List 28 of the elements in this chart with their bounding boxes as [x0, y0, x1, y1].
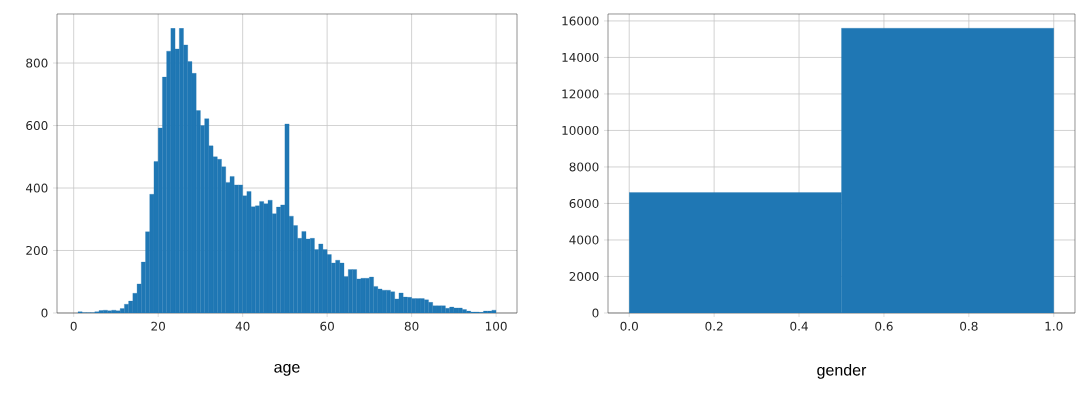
y-tick-label: 0 — [592, 308, 599, 318]
x-tick-label: 40 — [235, 321, 250, 331]
x-tick-label: 0 — [70, 321, 77, 331]
y-tick-label: 10000 — [562, 125, 599, 135]
x-tick-label: 0.2 — [705, 321, 723, 331]
x-tick-label: 60 — [320, 321, 334, 331]
y-tick-label: 6000 — [569, 198, 599, 208]
x-tick-label: 80 — [404, 321, 419, 331]
x-tick-label: 1.0 — [1045, 321, 1063, 331]
x-tick-label: 20 — [151, 321, 166, 331]
y-tick-label: 12000 — [562, 89, 599, 99]
x-tick-label: 0.4 — [790, 321, 808, 331]
x-tick-label: 0.8 — [960, 321, 978, 331]
y-tick-label: 800 — [26, 58, 48, 68]
y-tick-label: 600 — [26, 120, 48, 131]
y-tick-label: 200 — [26, 245, 48, 256]
x-tick-label: 0.0 — [620, 321, 638, 331]
y-tick-label: 4000 — [569, 235, 599, 245]
y-tick-label: 400 — [25, 183, 48, 193]
y-tick-label: 0 — [41, 308, 48, 318]
x-tick-label: 0.6 — [875, 321, 893, 331]
y-tick-label: 8000 — [569, 162, 599, 172]
x-axis-title: age — [274, 363, 300, 376]
x-tick-label: 100 — [485, 321, 507, 331]
y-tick-label: 2000 — [569, 271, 599, 282]
y-tick-label: 16000 — [562, 16, 599, 26]
y-tick-label: 14000 — [562, 52, 599, 62]
x-axis-title: gender — [817, 363, 867, 379]
